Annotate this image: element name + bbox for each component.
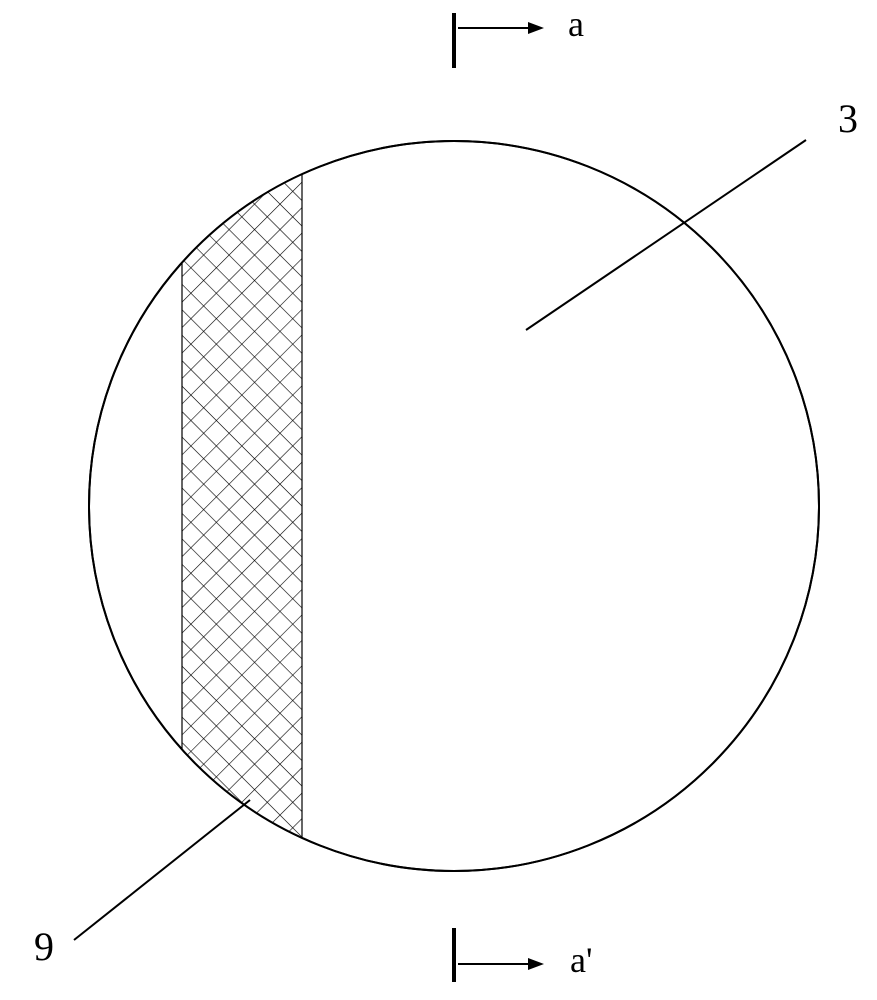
- callout-3-label: 3: [838, 96, 858, 141]
- hatched-band: [182, 100, 302, 920]
- section-arrow-top-head: [528, 22, 544, 34]
- diagram-svg: a a' 3 9: [0, 0, 877, 1000]
- callout-9-leader: [74, 800, 250, 940]
- callout-9-label: 9: [34, 924, 54, 969]
- hatched-band-group: [182, 100, 302, 920]
- callout-9: 9: [34, 800, 250, 969]
- diagram-container: a a' 3 9: [0, 0, 877, 1000]
- section-arrow-bottom-head: [528, 958, 544, 970]
- section-label-a-prime: a': [570, 940, 592, 980]
- section-marker-top: a: [454, 4, 584, 68]
- section-label-a: a: [568, 4, 584, 44]
- section-marker-bottom: a': [454, 928, 592, 982]
